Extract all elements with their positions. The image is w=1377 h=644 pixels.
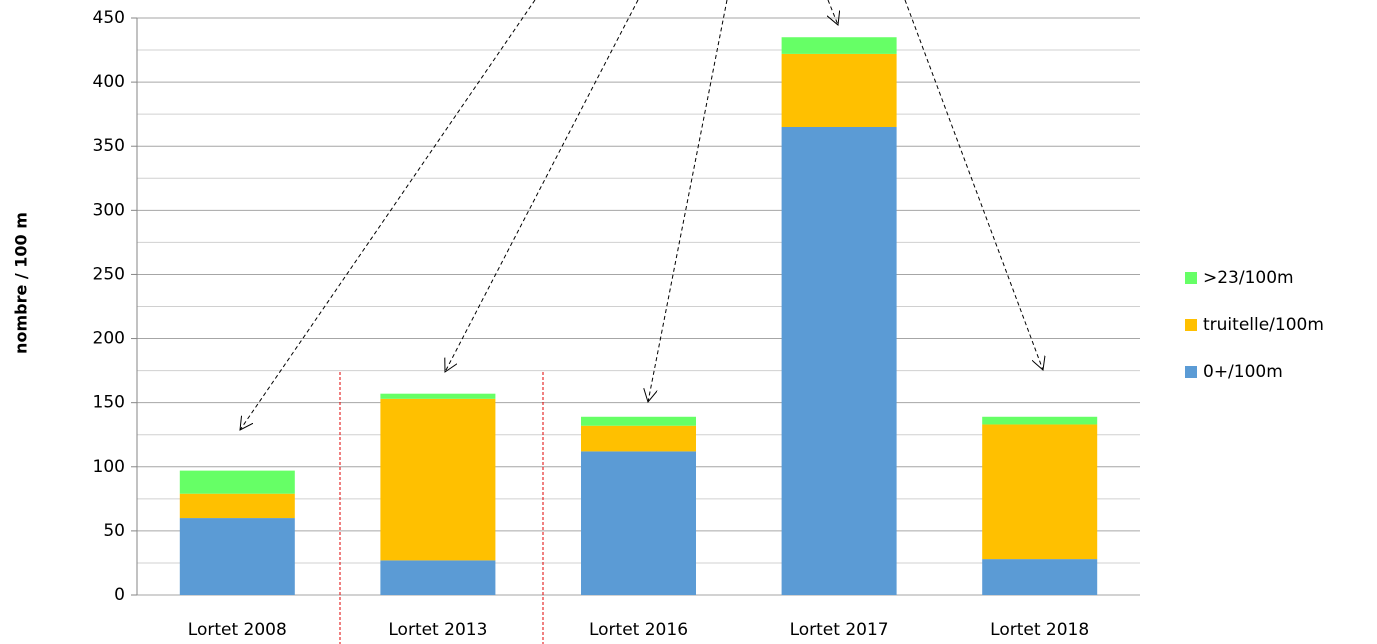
legend-label: 0+/100m [1203, 362, 1283, 382]
bar-segment [179, 518, 295, 595]
arrow [445, 0, 639, 372]
arrow [904, 0, 1043, 370]
x-tick-label: Lortet 2018 [990, 620, 1089, 640]
bar-segment [982, 559, 1098, 595]
x-tick-label: Lortet 2008 [188, 620, 287, 640]
bar-segment [380, 398, 496, 561]
arrows [240, 0, 1043, 430]
bar-segment [179, 470, 295, 494]
y-tick-label: 350 [93, 136, 125, 156]
bar-segment [581, 425, 696, 452]
bar-segment [179, 493, 295, 519]
legend-swatch [1185, 319, 1197, 331]
bar-segment [380, 393, 496, 399]
y-tick-label: 100 [93, 457, 125, 477]
bar-segment [581, 416, 696, 426]
legend-label: >23/100m [1203, 268, 1294, 288]
arrow [828, 0, 838, 25]
y-axis-label: nombre / 100 m [12, 212, 31, 354]
y-tick-label: 450 [93, 8, 125, 28]
bar-segment [982, 424, 1098, 560]
bar-segment [982, 416, 1098, 425]
bar-segment [581, 451, 696, 595]
y-tick-label: 0 [114, 585, 125, 605]
y-tick-label: 250 [93, 264, 125, 284]
y-tick-label: 400 [93, 72, 125, 92]
legend-label: truitelle/100m [1203, 315, 1324, 335]
separators [339, 372, 544, 644]
arrow [240, 0, 536, 430]
x-tick-label: Lortet 2017 [790, 620, 889, 640]
bar-segment [781, 37, 897, 54]
y-tick-label: 150 [93, 393, 125, 413]
bar-segment [781, 126, 897, 595]
y-tick-label: 300 [93, 200, 125, 220]
x-tick-label: Lortet 2013 [388, 620, 487, 640]
arrow [648, 0, 728, 402]
y-tick-label: 50 [103, 521, 125, 541]
bars [179, 37, 1098, 595]
bar-segment [781, 53, 897, 127]
bar-segment [380, 560, 496, 595]
legend-swatch [1185, 366, 1197, 378]
y-tick-label: 200 [93, 329, 125, 349]
legend-swatch [1185, 272, 1197, 284]
x-tick-label: Lortet 2016 [589, 620, 688, 640]
grid [137, 17, 1140, 596]
